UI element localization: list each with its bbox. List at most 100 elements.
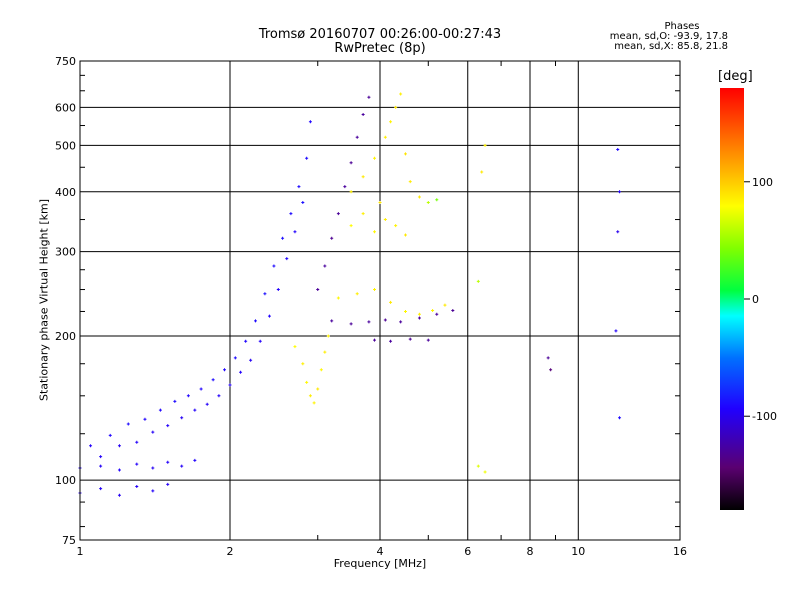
data-points	[78, 92, 622, 497]
data-point	[319, 368, 323, 372]
y-tick-label: 100	[55, 474, 76, 487]
data-point	[99, 464, 103, 468]
data-point	[233, 356, 237, 360]
data-point	[173, 399, 177, 403]
data-point	[417, 195, 421, 199]
data-point	[426, 338, 430, 342]
data-point	[373, 338, 377, 342]
data-point	[403, 233, 407, 237]
data-point	[367, 320, 371, 324]
data-point	[618, 416, 622, 420]
data-point	[349, 161, 353, 165]
data-point	[389, 339, 393, 343]
data-point	[616, 148, 620, 152]
data-point	[373, 288, 377, 292]
data-point	[99, 455, 103, 459]
data-point	[180, 416, 184, 420]
data-point	[378, 200, 382, 204]
data-point	[408, 337, 412, 341]
data-point	[297, 185, 301, 189]
data-point	[312, 401, 316, 405]
data-point	[476, 279, 480, 283]
data-point	[483, 143, 487, 147]
data-point	[618, 190, 622, 194]
data-point	[117, 444, 121, 448]
data-point	[355, 135, 359, 139]
data-point	[166, 482, 170, 486]
data-point	[614, 329, 618, 333]
data-point	[143, 417, 147, 421]
data-point	[205, 402, 209, 406]
data-point	[389, 120, 393, 124]
data-point	[193, 408, 197, 412]
data-point	[616, 230, 620, 234]
data-point	[151, 430, 155, 434]
data-point	[89, 444, 93, 448]
data-point	[451, 309, 455, 313]
x-axis-label: Frequency [MHz]	[333, 557, 427, 570]
x-tick-label: 6	[464, 545, 471, 558]
data-point	[426, 200, 430, 204]
data-point	[361, 112, 365, 116]
y-axis-ticks: 75 100 200 300 400 500 600 750	[55, 55, 680, 547]
data-point	[403, 152, 407, 156]
data-point	[349, 190, 353, 194]
data-point	[349, 224, 353, 228]
chart-title: Tromsø 20160707 00:26:00-00:27:43	[258, 27, 502, 42]
data-point	[343, 185, 347, 189]
data-point	[267, 314, 271, 318]
data-point	[239, 370, 243, 374]
data-point	[186, 394, 190, 398]
data-point	[253, 319, 257, 323]
data-point	[435, 312, 439, 316]
data-point	[355, 292, 359, 296]
data-point	[330, 319, 334, 323]
data-point	[367, 95, 371, 99]
data-point	[135, 440, 139, 444]
data-point	[476, 464, 480, 468]
data-point	[349, 322, 353, 326]
data-point	[199, 387, 203, 391]
y-tick-label: 300	[55, 246, 76, 259]
data-point	[443, 303, 447, 307]
data-point	[361, 175, 365, 179]
data-point	[244, 339, 248, 343]
y-axis-label: Stationary phase Virtual Height [km]	[37, 198, 51, 402]
data-point	[301, 200, 305, 204]
data-point	[228, 383, 232, 387]
data-point	[180, 464, 184, 468]
data-point	[281, 236, 285, 240]
colorbar-tick-label: 100	[752, 176, 773, 189]
data-point	[305, 156, 309, 160]
data-point	[166, 424, 170, 428]
x-tick-label: 2	[227, 545, 234, 558]
colorbar-tick-label: -100	[752, 410, 777, 423]
data-point	[403, 309, 407, 313]
data-point	[330, 236, 334, 240]
phases-line-o: mean, sd,O: -93.9, 17.8	[609, 31, 728, 42]
data-point	[394, 105, 398, 109]
y-tick-label: 750	[55, 55, 76, 68]
x-tick-label: 8	[527, 545, 534, 558]
data-point	[158, 408, 162, 412]
data-point	[383, 218, 387, 222]
data-point	[276, 288, 280, 292]
data-point	[373, 230, 377, 234]
data-point	[117, 468, 121, 472]
data-point	[417, 312, 421, 316]
data-point	[326, 334, 330, 338]
colorbar	[720, 88, 744, 510]
x-tick-label: 4	[377, 545, 384, 558]
data-point	[389, 300, 393, 304]
data-point	[289, 212, 293, 216]
y-tick-label: 500	[55, 139, 76, 152]
y-tick-label: 400	[55, 186, 76, 199]
x-tick-label: 16	[673, 545, 687, 558]
data-point	[323, 350, 327, 354]
data-point	[293, 230, 297, 234]
data-point	[166, 460, 170, 464]
x-axis-ticks: 1 2 4 6 8 10 16	[77, 61, 687, 558]
colorbar-unit: [deg]	[718, 69, 753, 84]
colorbar-tick-label: 0	[752, 293, 759, 306]
data-point	[272, 264, 276, 268]
